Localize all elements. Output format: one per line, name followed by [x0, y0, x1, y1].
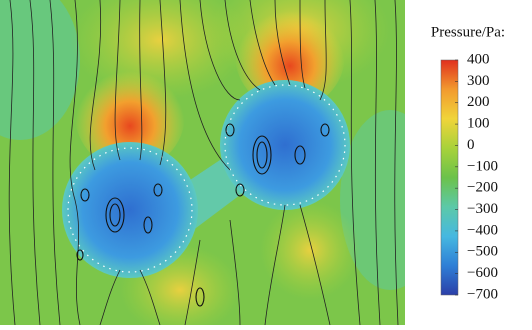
colorbar-tick-label: 200	[467, 94, 490, 110]
colorbar-tick-label: −700	[467, 286, 498, 302]
colorbar-tick-label: 300	[467, 73, 490, 89]
pressure-field	[0, 0, 440, 325]
colorbar-tick-label: −100	[467, 158, 498, 174]
colorbar-tick-label: −200	[467, 180, 498, 196]
colorbar-title: Pressure/Pa:	[431, 24, 505, 40]
colorbar-tick-label: 0	[467, 137, 475, 153]
colorbar-tick-label: −500	[467, 244, 498, 260]
colorbar	[441, 60, 458, 295]
figure: Pressure/Pa: 400 300 200 100 0 −100 −200 −300 −4…	[0, 0, 532, 325]
colorbar-tick-label: 400	[467, 51, 490, 67]
colorbar-tick-label: 100	[467, 116, 490, 132]
colorbar-tick-label: −600	[467, 265, 498, 281]
colorbar-tick-label: −300	[467, 201, 498, 217]
colorbar-tick-label: −400	[467, 222, 498, 238]
